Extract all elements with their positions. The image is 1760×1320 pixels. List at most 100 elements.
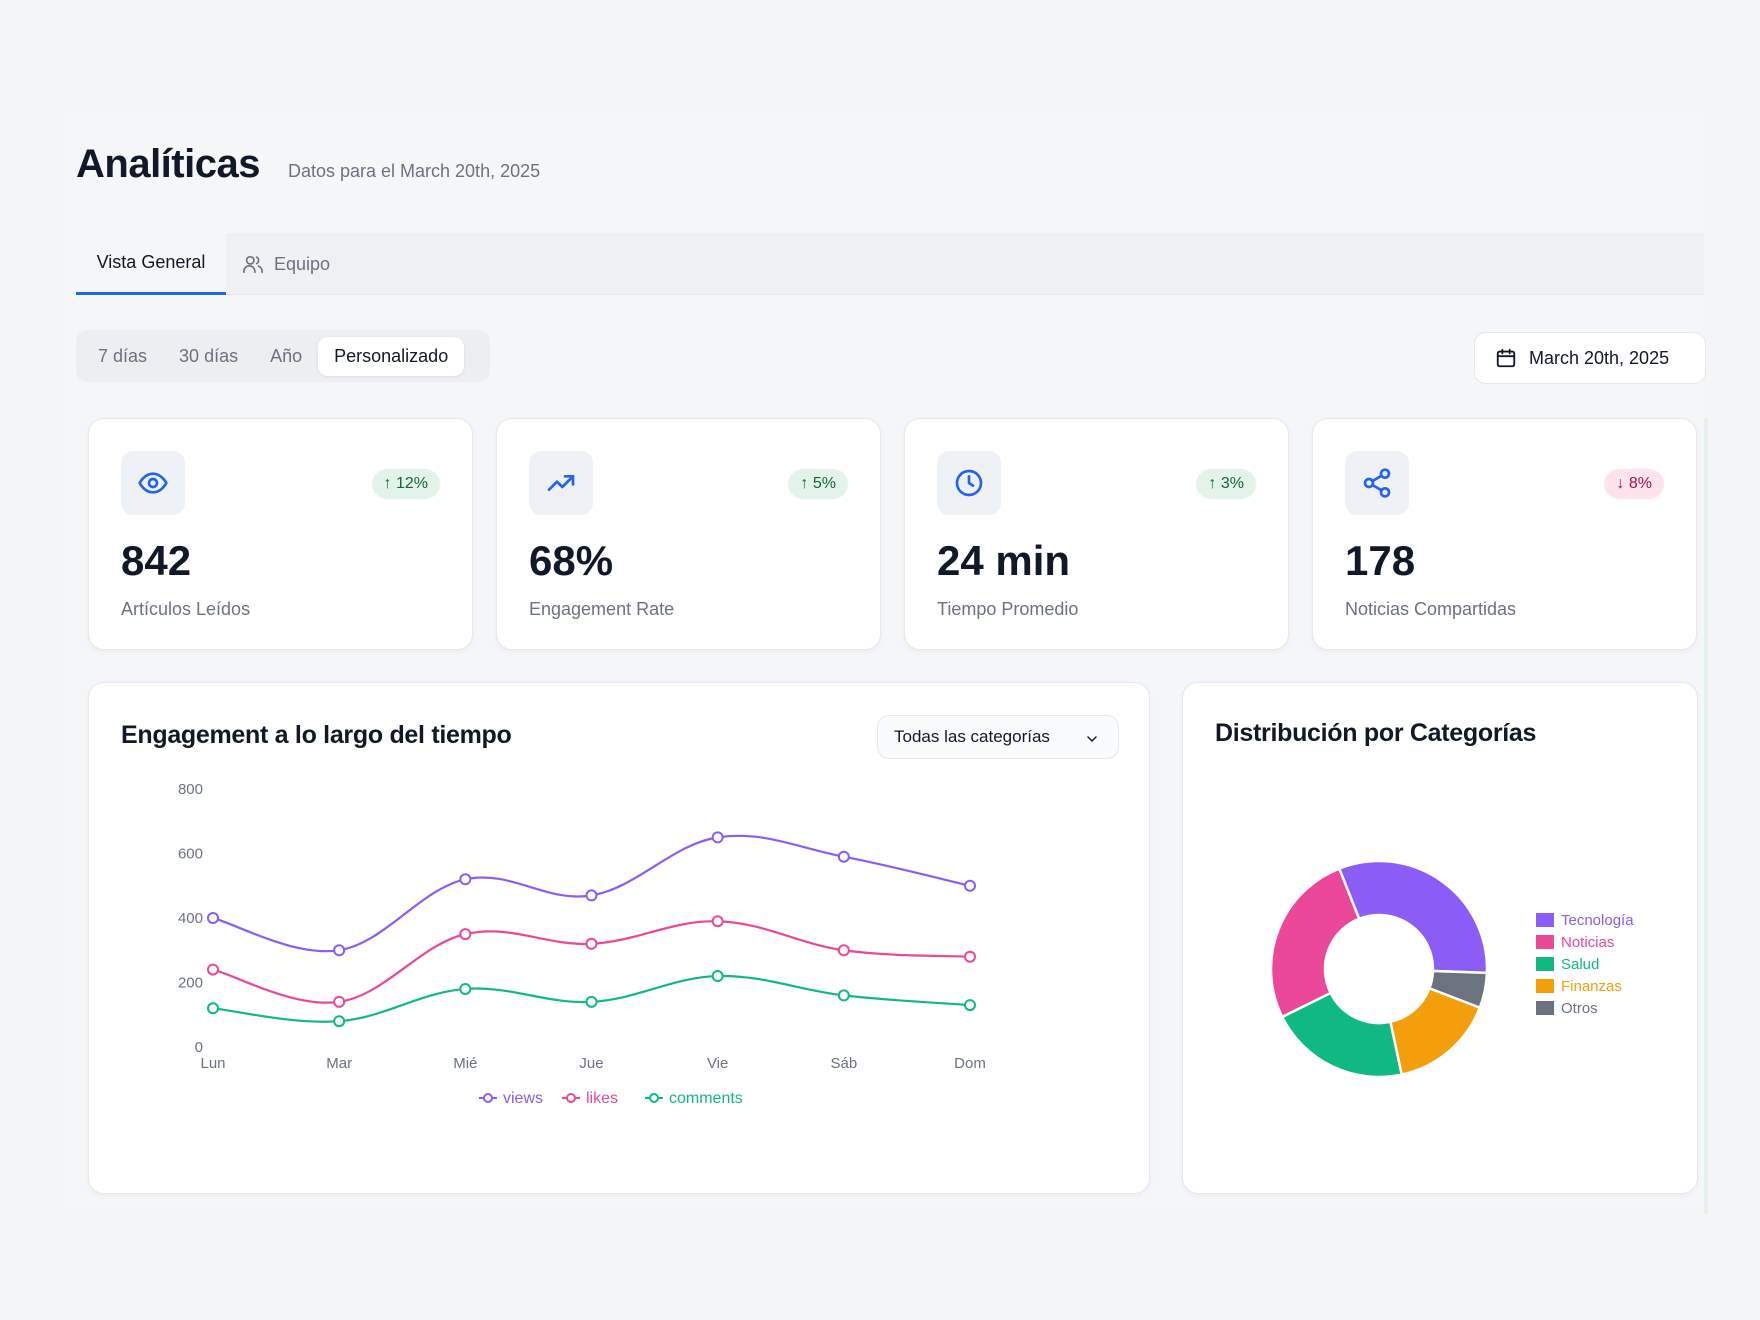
category-filter-select[interactable]: Todas las categorías bbox=[877, 715, 1119, 759]
data-point-comments[interactable] bbox=[964, 999, 976, 1012]
change-badge: ↓ 8% bbox=[1604, 469, 1664, 499]
tabs-bar: Vista General Equipo bbox=[76, 233, 1704, 295]
change-badge: ↑ 3% bbox=[1196, 469, 1256, 499]
data-point-likes[interactable] bbox=[964, 950, 976, 963]
pie-slice-tecnología[interactable] bbox=[1337, 859, 1489, 975]
change-value: 8% bbox=[1628, 475, 1652, 492]
arrow-up-icon: ↑ bbox=[1208, 475, 1221, 492]
legend-label: comments bbox=[669, 1090, 743, 1107]
y-tick-label: 0 bbox=[195, 1039, 203, 1056]
stat-value: 24 min bbox=[937, 537, 1071, 584]
stat-icon-box bbox=[529, 451, 593, 515]
stat-icon-box bbox=[1345, 451, 1409, 515]
stat-card-average-time: ↑ 3% 24 min Tiempo Promedio bbox=[904, 418, 1289, 650]
data-point-views[interactable] bbox=[207, 912, 219, 924]
pie-legend-item[interactable]: Otros bbox=[1536, 1000, 1598, 1017]
data-point-likes[interactable] bbox=[585, 937, 598, 950]
range-7-days[interactable]: 7 días bbox=[98, 345, 148, 366]
pie-legend-label: Finanzas bbox=[1561, 978, 1622, 995]
stat-value: 842 bbox=[121, 537, 192, 584]
pie-slice-noticias[interactable] bbox=[1269, 866, 1361, 1019]
scrollbar-track[interactable] bbox=[1704, 418, 1708, 1214]
change-value: 3% bbox=[1220, 475, 1244, 492]
stat-card-shared-news: ↓ 8% 178 Noticias Compartidas bbox=[1312, 418, 1697, 650]
data-point-views[interactable] bbox=[333, 944, 346, 957]
change-value: 5% bbox=[812, 475, 836, 492]
pie-legend-item[interactable]: Tecnología bbox=[1536, 912, 1634, 929]
legend-item-comments[interactable]: comments bbox=[645, 1090, 743, 1107]
tab-vista-general[interactable]: Vista General bbox=[76, 233, 226, 295]
category-distribution-card: Distribución por Categorías Tecnología No… bbox=[1182, 682, 1698, 1194]
tab-label: Vista General bbox=[96, 252, 206, 272]
data-point-likes[interactable] bbox=[711, 915, 724, 928]
data-point-likes[interactable] bbox=[837, 944, 850, 957]
engagement-chart-card: Engagement a lo largo del tiempo Todas l… bbox=[88, 682, 1150, 1194]
range-30-days[interactable]: 30 días bbox=[179, 345, 239, 366]
pie-legend-item[interactable]: Finanzas bbox=[1536, 978, 1622, 995]
stat-card-engagement-rate: ↑ 5% 68% Engagement Rate bbox=[496, 418, 881, 650]
change-badge: ↑ 12% bbox=[371, 469, 440, 499]
stat-label: Noticias Compartidas bbox=[1345, 599, 1517, 619]
stat-label: Artículos Leídos bbox=[121, 599, 251, 619]
page-title: Analíticas bbox=[76, 142, 260, 186]
date-range-segmented: 7 días 30 días Año Personalizado bbox=[76, 330, 490, 382]
eye-icon bbox=[138, 472, 168, 494]
date-picker-button[interactable]: March 20th, 2025 bbox=[1474, 332, 1706, 384]
data-point-comments[interactable] bbox=[333, 1015, 346, 1028]
share-icon bbox=[1363, 468, 1391, 498]
tab-equipo[interactable]: Equipo bbox=[226, 233, 346, 295]
data-point-likes[interactable] bbox=[207, 963, 219, 976]
y-tick-label: 800 bbox=[178, 781, 203, 798]
pie-legend-label: Tecnología bbox=[1561, 912, 1634, 929]
distribution-chart-title: Distribución por Categorías bbox=[1215, 719, 1537, 747]
legend-label: likes bbox=[586, 1090, 618, 1107]
chevron-down-icon bbox=[1087, 736, 1097, 742]
page-header: Analíticas Datos para el March 20th, 202… bbox=[76, 142, 540, 187]
x-tick-label: Lun bbox=[200, 1055, 225, 1072]
data-point-comments[interactable] bbox=[585, 995, 598, 1008]
arrow-down-icon: ↓ bbox=[1616, 475, 1629, 492]
legend-item-views[interactable]: views bbox=[479, 1090, 543, 1107]
stat-card-articles-read: ↑ 12% 842 Artículos Leídos bbox=[88, 418, 473, 650]
stat-icon-box bbox=[121, 451, 185, 515]
data-point-views[interactable] bbox=[711, 831, 724, 844]
x-tick-label: Jue bbox=[579, 1055, 603, 1072]
pie-legend-label: Salud bbox=[1561, 956, 1599, 973]
stat-icon-box bbox=[937, 451, 1001, 515]
data-point-likes[interactable] bbox=[333, 995, 346, 1008]
data-point-views[interactable] bbox=[837, 850, 850, 863]
page-subtitle: Datos para el March 20th, 2025 bbox=[287, 161, 541, 181]
data-point-likes[interactable] bbox=[459, 928, 472, 941]
stat-value: 68% bbox=[529, 537, 614, 584]
date-picker-label: March 20th, 2025 bbox=[1529, 347, 1670, 368]
data-point-comments[interactable] bbox=[459, 982, 472, 995]
pie-legend-label: Otros bbox=[1561, 1000, 1598, 1017]
x-tick-label: Mar bbox=[326, 1055, 352, 1072]
legend-item-likes[interactable]: likes bbox=[562, 1090, 618, 1107]
pie-slice-finanzas[interactable] bbox=[1388, 986, 1482, 1077]
arrow-up-icon: ↑ bbox=[800, 475, 813, 492]
legend-label: views bbox=[503, 1090, 543, 1107]
data-point-comments[interactable] bbox=[711, 970, 724, 983]
pie-slice-salud[interactable] bbox=[1280, 991, 1404, 1079]
data-point-views[interactable] bbox=[459, 873, 472, 886]
data-point-comments[interactable] bbox=[837, 989, 850, 1002]
stat-value: 178 bbox=[1345, 537, 1416, 584]
users-icon bbox=[243, 255, 263, 274]
series-line-likes bbox=[212, 920, 971, 1004]
range-year[interactable]: Año bbox=[270, 345, 303, 366]
data-point-views[interactable] bbox=[964, 879, 976, 892]
arrow-up-icon: ↑ bbox=[383, 475, 396, 492]
range-custom[interactable]: Personalizado bbox=[318, 336, 465, 376]
engagement-chart-title: Engagement a lo largo del tiempo bbox=[121, 721, 512, 749]
data-point-comments[interactable] bbox=[207, 1002, 219, 1015]
clock-icon bbox=[955, 469, 983, 497]
trending-up-icon bbox=[547, 475, 575, 491]
x-tick-label: Mié bbox=[453, 1055, 477, 1072]
change-badge: ↑ 5% bbox=[788, 469, 848, 499]
tab-label: Equipo bbox=[274, 253, 331, 274]
pie-legend-item[interactable]: Salud bbox=[1536, 956, 1599, 973]
data-point-views[interactable] bbox=[585, 889, 598, 902]
pie-legend-item[interactable]: Noticias bbox=[1536, 934, 1614, 951]
engagement-line-chart: 0 200 400 600 800 Lun Mar Mié Jue Vie Sáb Dom views l… bbox=[178, 781, 986, 1107]
